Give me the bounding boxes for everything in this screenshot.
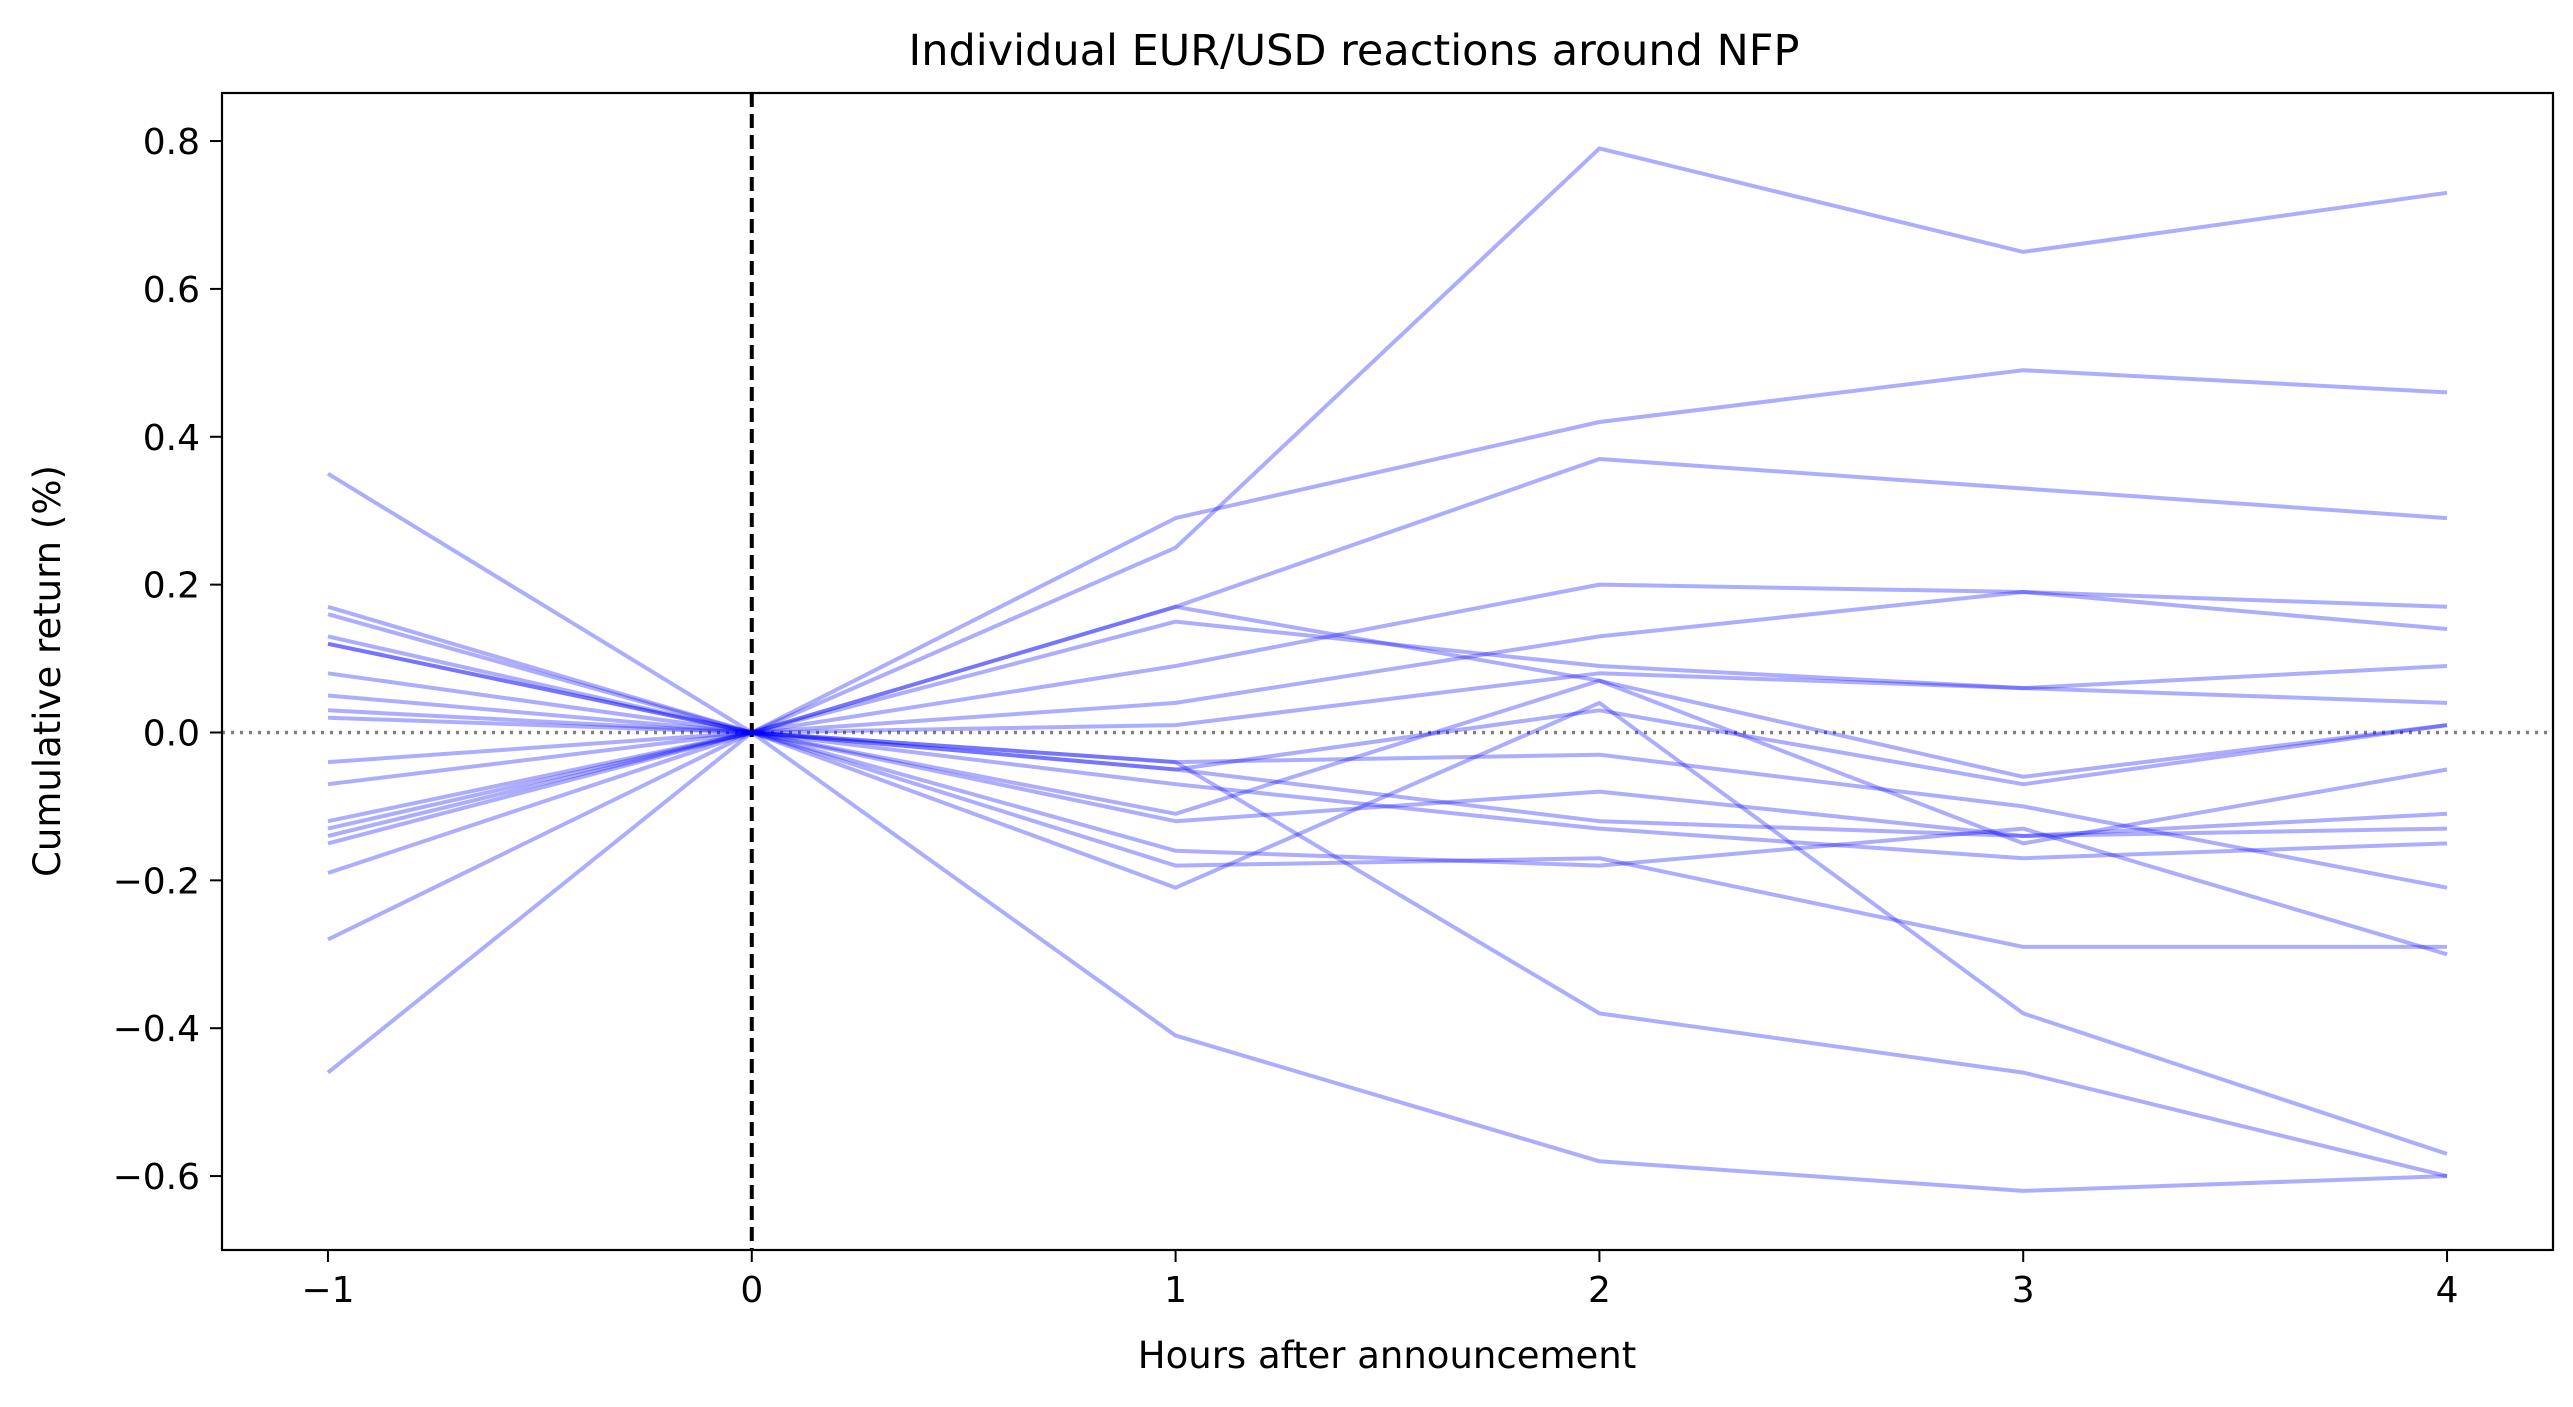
series-line-19 <box>326 730 2448 1193</box>
series-line-4 <box>327 582 2448 735</box>
series-line-6 <box>327 634 2448 735</box>
x-tick-label: 1 <box>1164 1270 1187 1311</box>
series-line-2 <box>327 368 2448 735</box>
series-line-13 <box>327 730 2448 838</box>
series-line-17 <box>327 700 2448 1156</box>
y-axis: −0.6 −0.4 −0.2 0.0 0.2 0.4 0.6 0.8 <box>113 122 222 1198</box>
y-tick-label: 0.2 <box>143 566 200 607</box>
series-line-3 <box>327 457 2448 735</box>
series-line-7 <box>327 619 2448 735</box>
y-tick-label: −0.6 <box>113 1157 200 1198</box>
series-line-14 <box>327 730 2448 861</box>
reference-lines <box>222 93 2553 1250</box>
series-line-9 <box>326 471 2448 779</box>
x-tick-label: 0 <box>740 1270 763 1311</box>
series-line-10 <box>327 730 2448 890</box>
series-line-15 <box>327 730 2447 949</box>
y-tick-label: 0.8 <box>143 122 200 163</box>
y-tick-label: −0.4 <box>113 1009 200 1050</box>
series-lines <box>326 146 2448 1193</box>
y-tick-label: 0.0 <box>143 713 200 754</box>
series-line-5 <box>327 590 2448 735</box>
series-line-16 <box>327 730 2448 957</box>
x-tick-label: 4 <box>2436 1270 2459 1311</box>
y-tick-label: 0.4 <box>143 418 200 459</box>
series-line-11 <box>327 678 2448 846</box>
x-tick-label: −1 <box>301 1270 354 1311</box>
series-line-1 <box>327 146 2448 735</box>
series-line-8 <box>327 641 2448 787</box>
y-axis-title: Cumulative return (%) <box>26 465 69 877</box>
x-tick-label: 3 <box>2012 1270 2035 1311</box>
plot-frame <box>220 91 2555 1252</box>
x-tick-label: 2 <box>1588 1270 1611 1311</box>
y-tick-label: 0.6 <box>143 270 200 311</box>
plot-area <box>222 93 2553 1250</box>
x-axis-title: Hours after announcement <box>1138 1334 1636 1377</box>
x-axis: −1 0 1 2 3 4 <box>301 1250 2458 1311</box>
series-line-12 <box>327 730 2448 846</box>
series-line-18 <box>327 730 2448 1179</box>
chart-title: Individual EUR/USD reactions around NFP <box>909 26 1800 76</box>
y-tick-label: −0.2 <box>113 861 200 902</box>
